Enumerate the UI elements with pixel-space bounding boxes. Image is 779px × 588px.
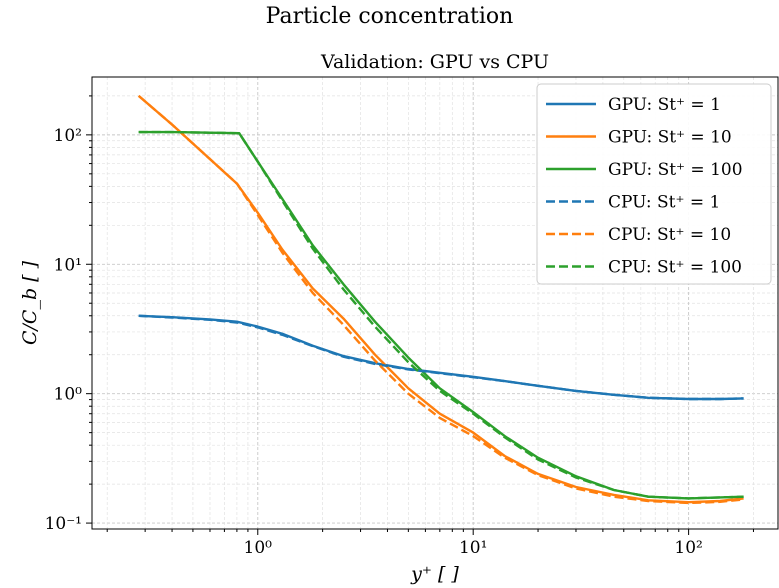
ticks: 10⁰ 10¹ 10² 10⁻¹ 10⁰ 10¹ 10² [45,95,754,558]
series-line-gpu-0 [138,314,744,401]
y-tick-label: 10⁰ [54,385,83,405]
legend-label: CPU: St⁺ = 10 [608,225,731,245]
series-line-cpu-4 [137,94,744,505]
legend-box [536,83,772,285]
legend-label: GPU: St⁺ = 100 [608,160,743,180]
y-axis-label: C/C_b [ ] [19,260,41,345]
legend-label: CPU: St⁺ = 100 [608,258,742,278]
legend: GPU: St⁺ = 1 GPU: St⁺ = 10 GPU: St⁺ = 100 C… [536,83,772,285]
x-tick-label: 10¹ [459,538,487,558]
x-axis-label: y⁺ [ ] [410,563,459,585]
figure-suptitle: Particle concentration [265,4,514,29]
series-line-cpu-5 [138,130,744,500]
chart-title: Validation: GPU vs CPU [320,51,549,73]
legend-label: CPU: St⁺ = 1 [608,193,720,213]
x-tick-label: 10² [674,538,702,558]
series-layer [137,94,744,505]
y-tick-label: 10² [54,126,82,146]
y-tick-label: 10¹ [54,255,82,275]
legend-label: GPU: St⁺ = 10 [608,128,732,148]
x-tick-label: 10⁰ [244,538,273,558]
y-tick-label: 10⁻¹ [45,514,82,534]
legend-label: GPU: St⁺ = 1 [608,95,721,115]
series-line-cpu-3 [138,314,744,401]
